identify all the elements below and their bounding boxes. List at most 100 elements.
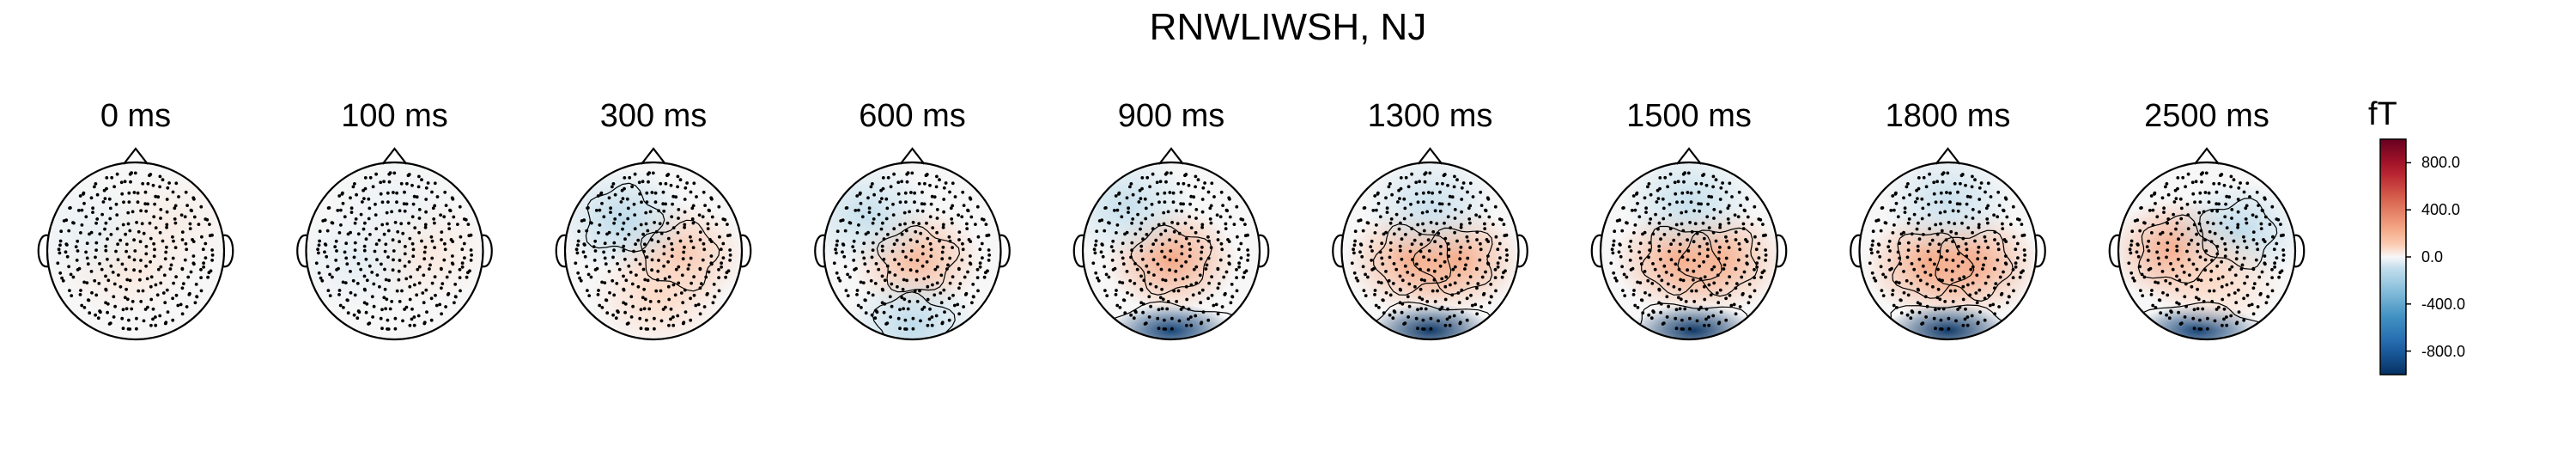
sensor-dot: [1965, 202, 1969, 206]
sensor-dot: [185, 247, 189, 252]
sensor-dot: [199, 267, 203, 272]
sensor-dot: [632, 249, 635, 253]
sensor-dot: [1638, 241, 1643, 246]
sensor-dot: [653, 200, 658, 205]
sensor-dot: [2129, 251, 2133, 255]
sensor-dot: [1945, 191, 1948, 194]
sensor-dot: [1486, 197, 1491, 201]
sensor-dot: [1934, 200, 1938, 205]
sensor-dot: [1637, 250, 1641, 254]
sensor-dot: [1764, 248, 1768, 252]
sensor-dot: [1460, 186, 1464, 190]
colorbar-tick-label: -800.0: [2421, 342, 2466, 360]
sensor-dot: [947, 235, 951, 239]
sensor-dot: [74, 245, 78, 248]
sensor-dot: [1662, 233, 1667, 236]
sensor-dot: [1994, 282, 1998, 285]
sensor-dot: [1453, 208, 1457, 211]
sensor-dot: [1906, 221, 1911, 225]
sensor-dot: [689, 235, 692, 239]
sensor-dot: [1697, 190, 1701, 194]
sensor-dot: [1392, 232, 1396, 236]
sensor-dot: [1228, 197, 1231, 201]
sensor-dot: [1147, 295, 1151, 299]
sensor-dot: [2254, 215, 2258, 219]
head-outline: [1858, 161, 2038, 341]
sensor-dot: [2223, 241, 2227, 246]
sensor-dot: [1180, 264, 1183, 268]
sensor-dot: [2196, 287, 2200, 291]
sensor-dot: [1374, 303, 1378, 308]
sensor-dot: [1932, 192, 1936, 196]
sensor-dot: [363, 186, 368, 191]
sensor-dot: [1143, 197, 1147, 201]
sensor-dot: [1219, 190, 1224, 194]
sensor-dot: [613, 192, 617, 197]
sensor-dot: [1916, 197, 1919, 201]
sensor-dot: [173, 221, 178, 225]
sensor-dot: [1473, 302, 1478, 307]
sensor-dot: [2133, 219, 2137, 223]
sensor-dot: [1970, 314, 1974, 318]
sensor-dot: [1168, 268, 1171, 272]
sensor-dot: [683, 223, 687, 227]
sensor-dot: [1878, 254, 1882, 259]
sensor-dot: [1479, 305, 1483, 308]
sensor-dot: [674, 195, 678, 199]
sensor-dot: [1871, 239, 1875, 243]
sensor-dot: [1945, 258, 1948, 262]
sensor-dot: [2131, 276, 2136, 280]
sensor-dot: [2275, 217, 2279, 221]
sensor-dot: [2002, 238, 2007, 241]
sensor-dot: [885, 206, 890, 211]
sensor-dot: [65, 254, 70, 259]
field-blob: [591, 241, 725, 339]
sensor-dot: [2022, 259, 2026, 262]
sensor-dot: [1431, 289, 1435, 293]
sensor-dot: [1176, 222, 1180, 226]
sensor-dot: [1667, 304, 1670, 308]
sensor-dot: [609, 211, 612, 215]
sensor-dot: [940, 250, 945, 254]
sensor-dot: [2213, 319, 2217, 323]
sensor-dot: [1132, 316, 1136, 321]
sensor-dot: [1151, 213, 1155, 217]
sensor-dot: [1928, 227, 1932, 231]
sensor-dot: [629, 295, 634, 299]
sensor-dot: [909, 258, 913, 262]
sensor-dot: [1457, 273, 1461, 278]
sensor-dot: [611, 255, 615, 259]
sensor-dot: [1438, 190, 1442, 194]
sensor-dot: [2242, 256, 2246, 260]
sensor-dot: [645, 191, 649, 195]
sensor-dot: [1902, 196, 1905, 200]
sensor-dot: [670, 241, 673, 246]
sensor-dot: [128, 327, 132, 331]
sensor-dot: [1658, 186, 1662, 191]
sensor-dot: [417, 208, 422, 211]
sensor-dot: [692, 293, 696, 297]
sensor-dot: [1977, 245, 1981, 249]
sensor-dot: [877, 267, 881, 272]
sensor-dot: [1370, 259, 1374, 262]
sensor-dot: [889, 315, 892, 319]
sensor-dot: [2204, 171, 2208, 175]
sensor-dot: [100, 212, 104, 217]
sensor-dot: [1940, 255, 1943, 259]
nose: [1935, 147, 1961, 165]
sensor-dot: [410, 307, 414, 311]
sensor-dot: [1452, 314, 1456, 318]
sensor-dot: [1362, 289, 1366, 292]
sensor-dot: [869, 185, 873, 189]
sensor-dot: [1433, 209, 1437, 213]
sensor-dot: [701, 258, 705, 262]
sensor-dot: [2244, 206, 2248, 211]
sensor-dot: [1733, 213, 1737, 217]
sensor-dot: [2277, 275, 2281, 279]
sensor-dot: [709, 254, 714, 258]
sensor-dot: [1139, 221, 1144, 225]
sensor-dot: [1400, 310, 1404, 314]
sensor-dot: [1486, 254, 1490, 258]
sensor-dot: [1166, 300, 1170, 303]
sensor-dot: [1893, 223, 1896, 227]
